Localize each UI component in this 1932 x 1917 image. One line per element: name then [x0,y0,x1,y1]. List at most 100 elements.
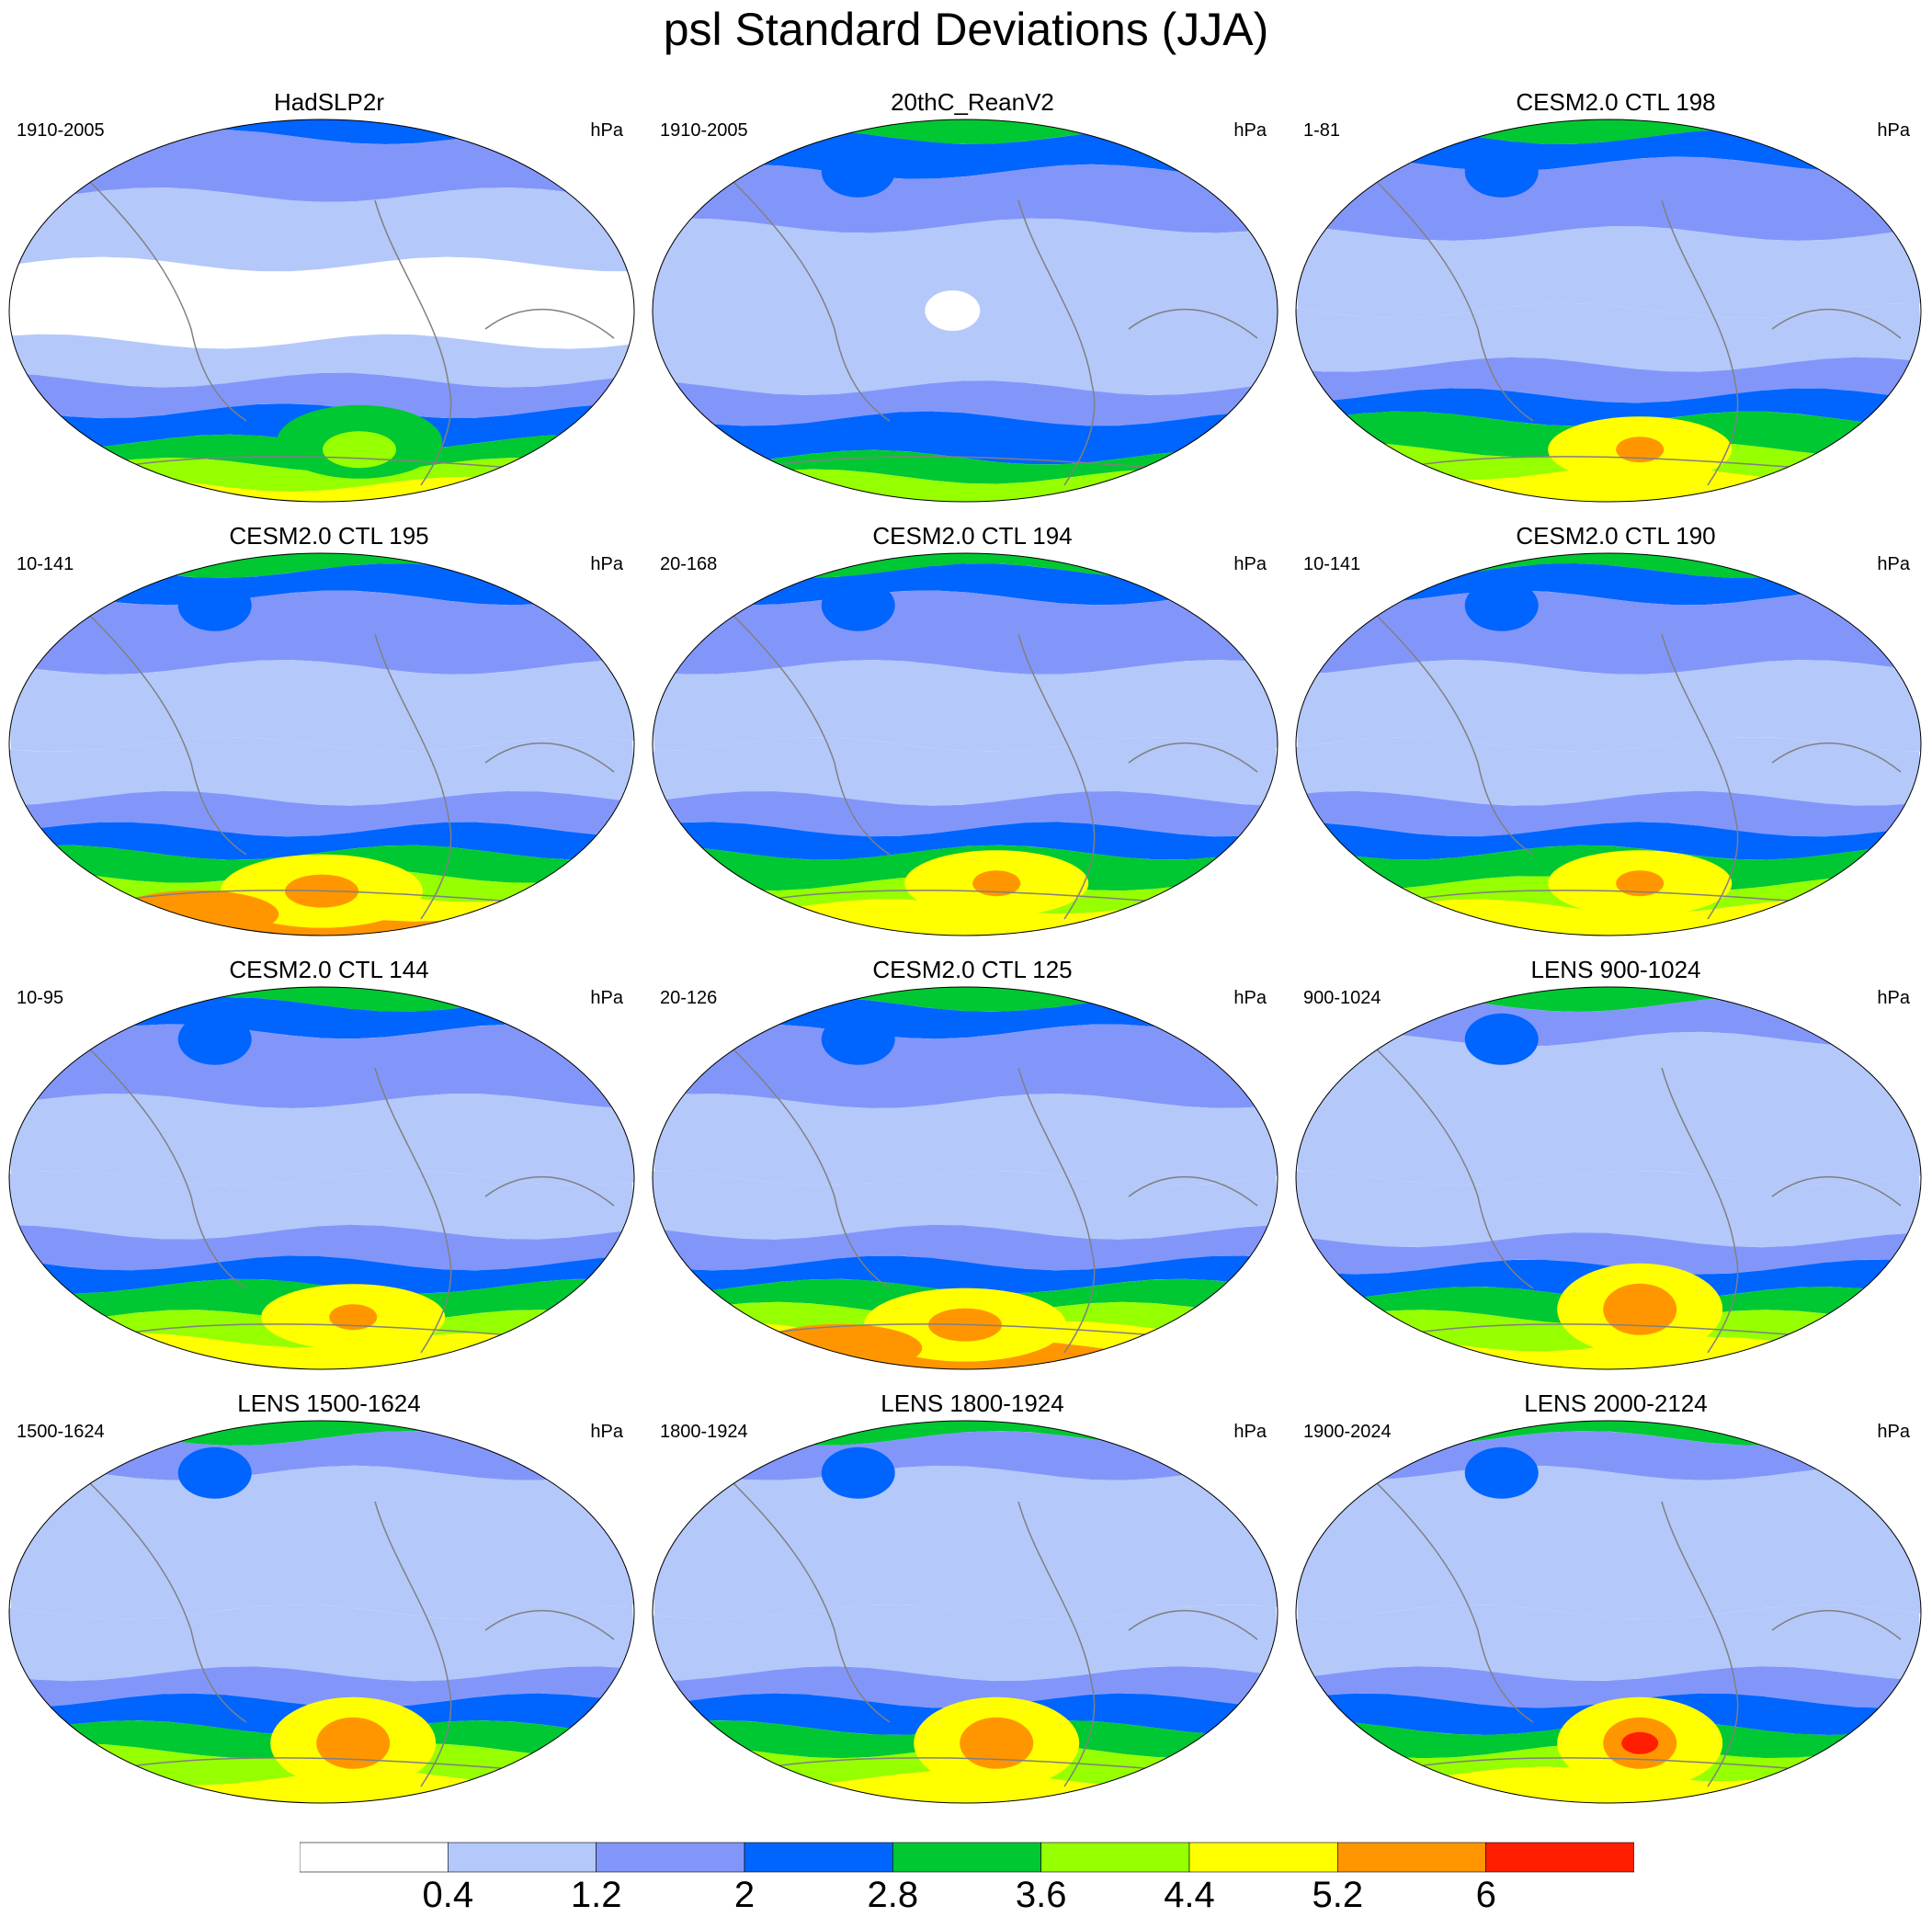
map-outline [1295,119,1922,503]
contour-band [9,590,634,675]
coastline [733,181,1258,486]
contour-band [9,1224,634,1271]
panel-units: hPa [590,554,623,574]
southern-core [1616,437,1665,463]
map-panel: CESM2.0 CTL 125 20-126 hPa [651,868,1294,1370]
panel-title: LENS 1500-1624 [237,1390,421,1417]
map-panel: CESM2.0 CTL 144 10-95 hPa [7,868,651,1370]
contour-band [653,590,1278,675]
colorbar-level-label: 0.4 [422,1875,474,1915]
panel-title: HadSLP2r [274,88,384,116]
panel-title: LENS 2000-2124 [1524,1390,1708,1417]
colorbar-level-label: 5.2 [1312,1875,1364,1915]
contour-band [9,1171,634,1240]
map-outline [1295,1420,1922,1804]
contour-band [653,1255,1278,1294]
contour-band [653,791,1278,837]
contour-band [9,737,634,806]
contour-band [653,660,1278,752]
coastline [89,181,615,486]
contour-band [1296,156,1921,241]
southern-core [316,1717,391,1769]
panel-years: 1910-2005 [660,120,748,141]
panel-years: 10-95 [17,988,64,1008]
colorbar-swatch [300,1842,449,1873]
colorbar-swatch [1188,1842,1338,1873]
north-pacific-max [1464,145,1539,198]
southern-core [1616,870,1665,897]
contour-band [1296,119,1921,144]
contour-band [9,822,634,860]
coastline [89,1049,615,1354]
coastline [733,1049,1258,1354]
map-outline [1295,986,1922,1370]
panel-units: hPa [1877,988,1910,1008]
contour-band [653,119,1278,144]
contour-band [1296,987,1921,1012]
colorbar-level-label: 2 [733,1875,756,1915]
colorbar-level-label: 3.6 [1015,1875,1067,1915]
robinson-map [652,986,1279,1370]
colorbar-level-label: 6 [1475,1875,1496,1915]
colorbar-swatch [744,1842,893,1873]
coastline [89,615,615,920]
robinson-map [652,119,1279,503]
contour-band [653,1224,1278,1271]
robinson-map [8,1420,635,1804]
north-pacific-max [821,1446,895,1499]
robinson-map [8,986,635,1370]
southern-core [972,870,1021,897]
contour-band [1296,1605,1921,1681]
map-panel: LENS 2000-2124 1900-2024 hPa [1294,1301,1932,1804]
colorbar-level-label: 4.4 [1164,1875,1215,1915]
panel-years: 1-81 [1303,120,1341,141]
map-panel: LENS 900-1024 900-1024 hPa [1294,868,1932,1370]
southern-core [329,1304,378,1331]
southern-core [1603,1283,1677,1335]
contour-band [1296,737,1921,806]
north-pacific-max [1464,1446,1539,1499]
coastline [89,1482,615,1787]
robinson-map [1295,552,1922,936]
panel-years: 10-141 [17,554,74,574]
panel-title: 20thC_ReanV2 [891,88,1054,116]
main-title: psl Standard Deviations (JJA) [663,4,1269,55]
contour-band [653,563,1278,606]
panel-years: 20-126 [660,988,718,1008]
contour-band [1296,1171,1921,1248]
contour-band [9,660,634,752]
map-outline [652,1420,1279,1804]
panel-title: CESM2.0 CTL 198 [1516,88,1716,116]
colorbar [300,1842,1634,1873]
panel-units: hPa [1877,120,1910,141]
map-panel: CESM2.0 CTL 194 20-168 hPa [651,434,1294,936]
contour-band [653,380,1278,426]
contour-band [1296,590,1921,675]
coastline [1376,1482,1902,1787]
panel-units: hPa [1877,1422,1910,1442]
coastline [1376,1049,1902,1354]
map-panel: LENS 1800-1924 1800-1924 hPa [651,1301,1294,1804]
contour-band [1296,303,1921,372]
colorbar-level-label: 2.8 [867,1875,919,1915]
panel-title: LENS 900-1024 [1530,956,1701,983]
colorbar-swatch [1485,1842,1634,1873]
robinson-map [1295,986,1922,1370]
contour-band [1296,1431,1921,1480]
contour-band [1296,1031,1921,1185]
panel-years: 1500-1624 [17,1422,105,1442]
contour-band [9,334,634,388]
contour-band [9,1666,634,1708]
north-pacific-max [1464,1013,1539,1065]
contour-band [1296,822,1921,860]
contour-band [9,256,634,349]
contour-band [9,1605,634,1682]
map-outline [1295,552,1922,936]
robinson-map [8,552,635,936]
robinson-map [1295,119,1922,503]
north-pacific-max [821,579,895,631]
contour-band [9,1465,634,1619]
panel-title: CESM2.0 CTL 194 [872,522,1073,550]
map-outline [652,552,1279,936]
panel-units: hPa [1233,120,1267,141]
